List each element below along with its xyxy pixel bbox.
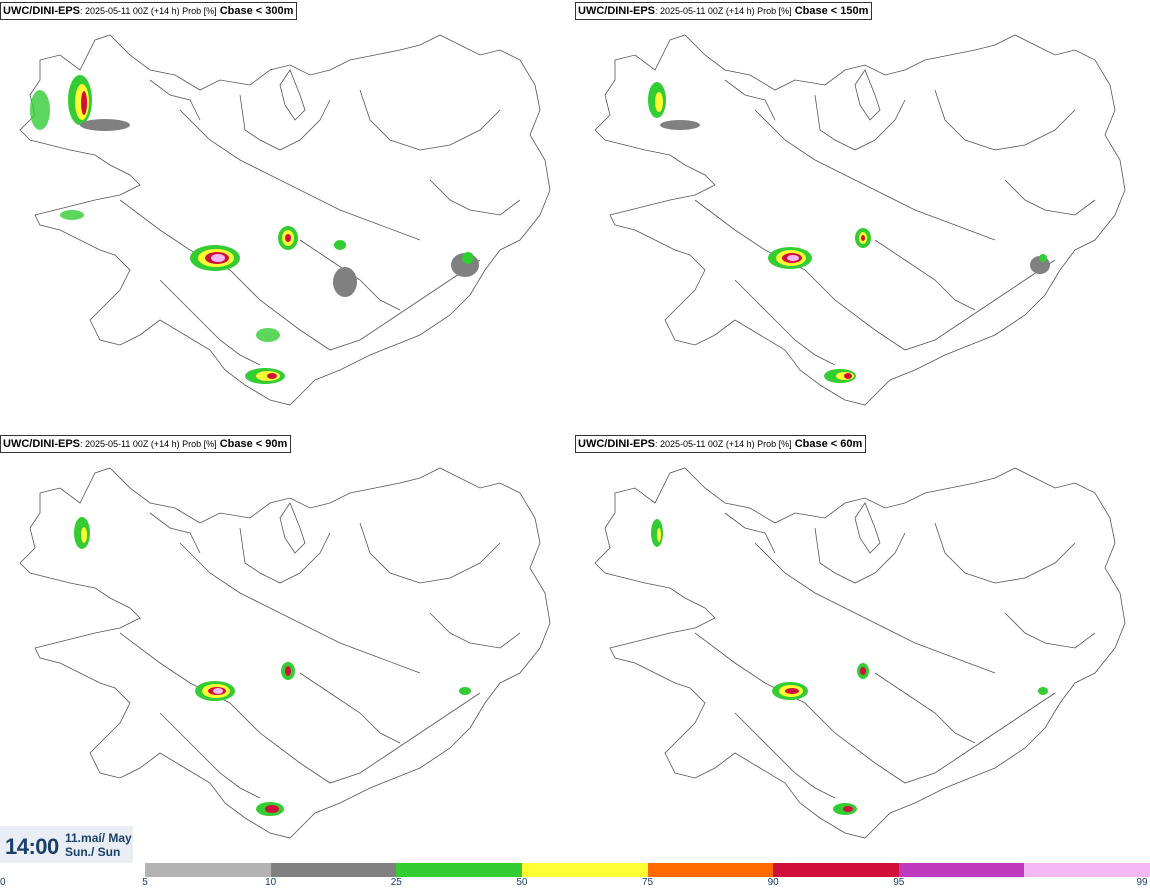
run-info: : 2025-05-11 00Z (+14 h) Prob [%]	[655, 439, 792, 449]
map-panel-300m: UWC/DINI-EPS: 2025-05-11 00Z (+14 h) Pro…	[0, 0, 575, 430]
probability-colorbar	[145, 863, 1150, 877]
panel-title: UWC/DINI-EPS: 2025-05-11 00Z (+14 h) Pro…	[575, 2, 873, 20]
run-info: : 2025-05-11 00Z (+14 h) Prob [%]	[655, 6, 792, 16]
colorbar-tick-label: 90	[767, 877, 779, 888]
colorbar-tick-label: 75	[641, 877, 654, 888]
model-name: UWC/DINI-EPS	[578, 5, 655, 17]
probability-areas	[651, 519, 1048, 815]
probability-areas	[30, 75, 479, 384]
variable-name: Cbase < 150m	[794, 5, 869, 17]
iceland-map	[19, 34, 551, 406]
variable-name: Cbase < 90m	[219, 438, 288, 450]
run-info: : 2025-05-11 00Z (+14 h) Prob [%]	[80, 439, 217, 449]
colorbar-segment	[1024, 863, 1150, 877]
panel-title: UWC/DINI-EPS: 2025-05-11 00Z (+14 h) Pro…	[575, 435, 867, 453]
colorbar-tick-label: 25	[390, 877, 402, 888]
valid-time: 14:00	[5, 834, 59, 859]
valid-date: 11.maí/ May Sun./ Sun	[65, 831, 132, 859]
model-name: UWC/DINI-EPS	[3, 438, 80, 450]
valid-time-box: 14:00 11.maí/ May Sun./ Sun	[0, 826, 133, 863]
probability-areas	[74, 517, 471, 816]
panel-title: UWC/DINI-EPS: 2025-05-11 00Z (+14 h) Pro…	[0, 435, 292, 453]
variable-name: Cbase < 60m	[794, 438, 863, 450]
colorbar-segment	[521, 863, 648, 877]
model-name: UWC/DINI-EPS	[3, 5, 80, 17]
date-line-1: 11.maí/ May	[65, 831, 132, 845]
date-line-2: Sun./ Sun	[65, 845, 121, 859]
panel-title: UWC/DINI-EPS: 2025-05-11 00Z (+14 h) Pro…	[0, 2, 298, 20]
colorbar-tick-label: 10	[265, 877, 277, 888]
colorbar-tick-label: 5	[142, 877, 148, 888]
map-panel-60m: UWC/DINI-EPS: 2025-05-11 00Z (+14 h) Pro…	[575, 433, 1150, 863]
model-name: UWC/DINI-EPS	[578, 438, 655, 450]
colorbar-tick-label: 95	[893, 877, 905, 888]
colorbar-segment	[647, 863, 774, 877]
colorbar-segment	[898, 863, 1025, 877]
colorbar-tick-label: 50	[516, 877, 528, 888]
colorbar-tick-label: 0	[0, 877, 6, 888]
colorbar-segment	[145, 863, 271, 877]
colorbar-segment	[396, 863, 522, 877]
iceland-map	[594, 467, 1126, 839]
iceland-map	[594, 34, 1126, 406]
map-panel-150m: UWC/DINI-EPS: 2025-05-11 00Z (+14 h) Pro…	[575, 0, 1150, 430]
iceland-map	[19, 467, 551, 839]
map-panel-90m: UWC/DINI-EPS: 2025-05-11 00Z (+14 h) Pro…	[0, 433, 575, 863]
colorbar-tick-label: 99	[1136, 877, 1148, 888]
variable-name: Cbase < 300m	[219, 5, 294, 17]
probability-areas	[648, 82, 1050, 383]
run-info: : 2025-05-11 00Z (+14 h) Prob [%]	[80, 6, 217, 16]
colorbar-segment	[773, 863, 899, 877]
colorbar-segment	[270, 863, 397, 877]
